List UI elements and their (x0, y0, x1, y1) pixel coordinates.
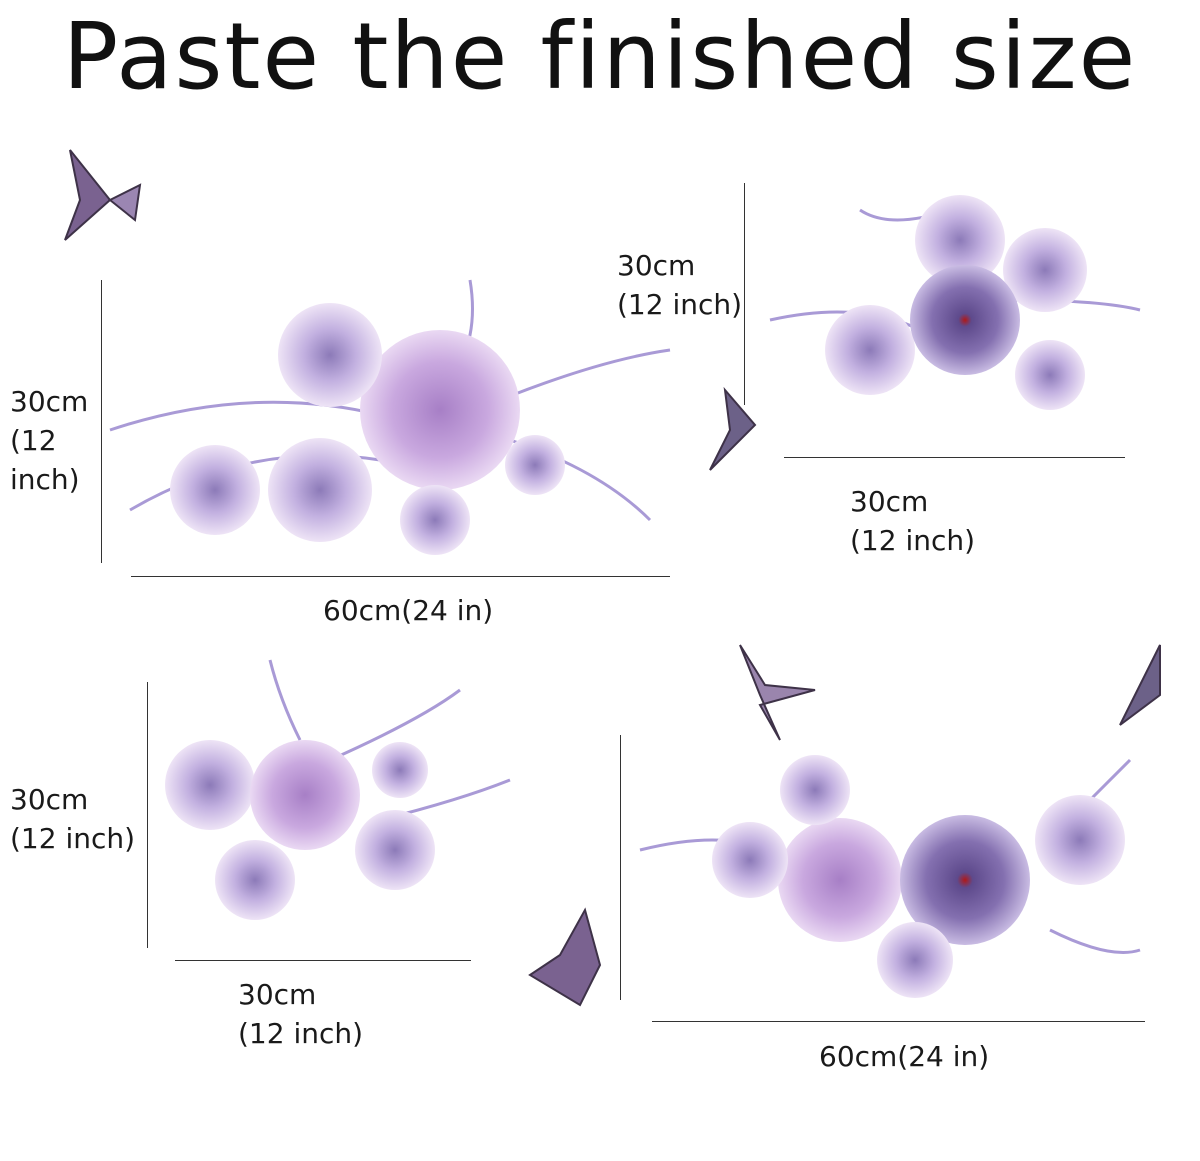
height-dimension-line (744, 183, 745, 405)
height-label-line: inch) (10, 463, 80, 496)
height-label-line: 30cm (10, 385, 89, 418)
height-label-line: (12 inch) (617, 288, 743, 321)
width-label-line: 30cm (238, 978, 317, 1011)
peony-flower (1035, 795, 1125, 885)
peony-flower (215, 840, 295, 920)
peony-flower (1015, 340, 1085, 410)
peony-flower (780, 755, 850, 825)
width-label: 60cm(24 in) (323, 594, 494, 627)
height-label: 30cm (12 inch) (617, 246, 742, 324)
butterfly-icon (1119, 644, 1161, 726)
height-label-line: 30cm (617, 249, 696, 282)
height-label-line: (12 inch) (10, 822, 136, 855)
page-title: Paste the finished size (62, 3, 1138, 110)
peony-flower (278, 303, 382, 407)
height-dimension-line (101, 280, 102, 563)
height-dimension-line (620, 735, 621, 1000)
peony-flower (712, 822, 788, 898)
height-label-line: 30cm (10, 783, 89, 816)
peony-flower (505, 435, 565, 495)
height-label: 30cm (12 inch) (10, 780, 135, 858)
rose-flower (360, 330, 520, 490)
peony-flower (268, 438, 372, 542)
butterfly-icon (739, 644, 816, 741)
peony-flower (400, 485, 470, 555)
peony-flower (877, 922, 953, 998)
peony-flower (825, 305, 915, 395)
butterfly-icon (64, 149, 142, 241)
width-label-line: (12 inch) (850, 524, 976, 557)
width-label-line: 30cm (850, 485, 929, 518)
height-label-line: (12 (10, 424, 57, 457)
daisy-flower (910, 265, 1020, 375)
width-dimension-line (784, 457, 1125, 458)
width-label: 60cm(24 in) (819, 1040, 990, 1073)
peony-flower (165, 740, 255, 830)
width-label: 30cm (12 inch) (850, 482, 975, 560)
width-label: 30cm (12 inch) (238, 975, 363, 1053)
peony-flower (915, 195, 1005, 285)
butterfly-icon (709, 386, 757, 471)
peony-flower (355, 810, 435, 890)
butterfly-icon (528, 907, 602, 1007)
peony-flower (1003, 228, 1087, 312)
width-dimension-line (652, 1021, 1145, 1022)
height-label: 30cm (12 inch) (10, 382, 88, 499)
peony-flower (170, 445, 260, 535)
width-label-line: (12 inch) (238, 1017, 364, 1050)
width-dimension-line (175, 960, 471, 961)
daisy-flower (900, 815, 1030, 945)
rose-flower (778, 818, 902, 942)
rose-flower (250, 740, 360, 850)
width-dimension-line (131, 576, 670, 577)
height-dimension-line (147, 682, 148, 948)
peony-flower (372, 742, 428, 798)
